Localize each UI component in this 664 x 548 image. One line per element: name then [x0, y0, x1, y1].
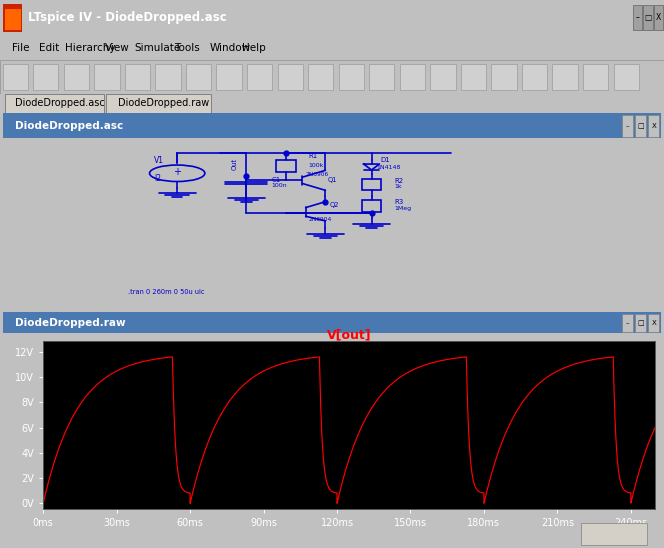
- Text: LTspice IV - DiodeDropped.asc: LTspice IV - DiodeDropped.asc: [28, 12, 226, 24]
- Bar: [339, 64, 364, 90]
- Text: □: □: [645, 13, 651, 22]
- Bar: [362, 200, 381, 212]
- Bar: [155, 64, 181, 90]
- Bar: [369, 64, 394, 90]
- Text: 2N3904: 2N3904: [308, 217, 331, 222]
- Text: File: File: [12, 43, 29, 53]
- Bar: [308, 64, 333, 90]
- Text: –: –: [635, 13, 639, 22]
- Text: +: +: [173, 167, 181, 178]
- Text: DiodeDropped.raw: DiodeDropped.raw: [118, 98, 209, 108]
- Bar: [276, 159, 295, 172]
- Bar: [94, 64, 120, 90]
- Bar: [635, 313, 646, 332]
- Bar: [247, 64, 272, 90]
- Bar: [622, 313, 633, 332]
- Text: Help: Help: [242, 43, 266, 53]
- Title: V[out]: V[out]: [327, 328, 372, 341]
- Text: .tran 0 260m 0 50u ulc: .tran 0 260m 0 50u ulc: [127, 289, 205, 295]
- Text: DiodeDropped.asc: DiodeDropped.asc: [15, 121, 123, 131]
- Text: –: –: [625, 320, 629, 326]
- Text: X: X: [656, 13, 661, 22]
- Text: Out: Out: [232, 158, 238, 170]
- Bar: [125, 64, 150, 90]
- Bar: [278, 64, 303, 90]
- Bar: [552, 64, 578, 90]
- Bar: [430, 64, 456, 90]
- Bar: [3, 64, 28, 90]
- Text: –: –: [625, 123, 629, 129]
- Bar: [5, 94, 104, 113]
- Text: R2: R2: [394, 178, 403, 184]
- Text: Window: Window: [209, 43, 250, 53]
- Text: Q1: Q1: [328, 178, 337, 184]
- Bar: [3, 312, 661, 334]
- Text: □: □: [637, 320, 644, 326]
- Bar: [400, 64, 425, 90]
- Bar: [461, 64, 486, 90]
- Text: C1: C1: [272, 178, 281, 184]
- Bar: [106, 94, 211, 113]
- Bar: [614, 64, 639, 90]
- Text: V1: V1: [154, 157, 164, 165]
- Text: X: X: [651, 123, 656, 129]
- Text: Edit: Edit: [39, 43, 58, 53]
- Bar: [186, 64, 211, 90]
- Text: 100n: 100n: [272, 183, 287, 188]
- Text: 1k: 1k: [394, 184, 402, 189]
- Text: X: X: [651, 320, 656, 326]
- Text: 100k: 100k: [308, 163, 323, 168]
- Text: □: □: [637, 123, 644, 129]
- Bar: [64, 64, 89, 90]
- Bar: [633, 5, 642, 30]
- Text: 1N4148: 1N4148: [376, 165, 401, 170]
- Text: D1: D1: [380, 157, 390, 163]
- Bar: [654, 5, 663, 30]
- Text: DiodeDropped.raw: DiodeDropped.raw: [15, 318, 125, 328]
- Bar: [362, 179, 381, 190]
- Bar: [3, 4, 22, 32]
- Bar: [635, 116, 646, 136]
- Text: Hierarchy: Hierarchy: [65, 43, 116, 53]
- Bar: [648, 116, 659, 136]
- Text: R3: R3: [394, 199, 403, 205]
- Bar: [522, 64, 547, 90]
- Text: View: View: [105, 43, 129, 53]
- Text: Simulate: Simulate: [135, 43, 181, 53]
- Text: 2N3906: 2N3906: [305, 172, 329, 177]
- Bar: [33, 64, 58, 90]
- Bar: [3, 113, 661, 138]
- Bar: [581, 523, 647, 545]
- Text: I2: I2: [154, 174, 161, 183]
- Text: 1Meg: 1Meg: [394, 206, 411, 211]
- Bar: [491, 64, 517, 90]
- Text: Q2: Q2: [329, 202, 339, 208]
- Bar: [648, 313, 659, 332]
- Bar: [216, 64, 242, 90]
- Bar: [643, 5, 653, 30]
- Bar: [622, 116, 633, 136]
- Text: DiodeDropped.asc: DiodeDropped.asc: [15, 98, 104, 108]
- Text: R1: R1: [308, 152, 317, 158]
- Text: Tools: Tools: [174, 43, 200, 53]
- Bar: [583, 64, 608, 90]
- Bar: [5, 9, 21, 30]
